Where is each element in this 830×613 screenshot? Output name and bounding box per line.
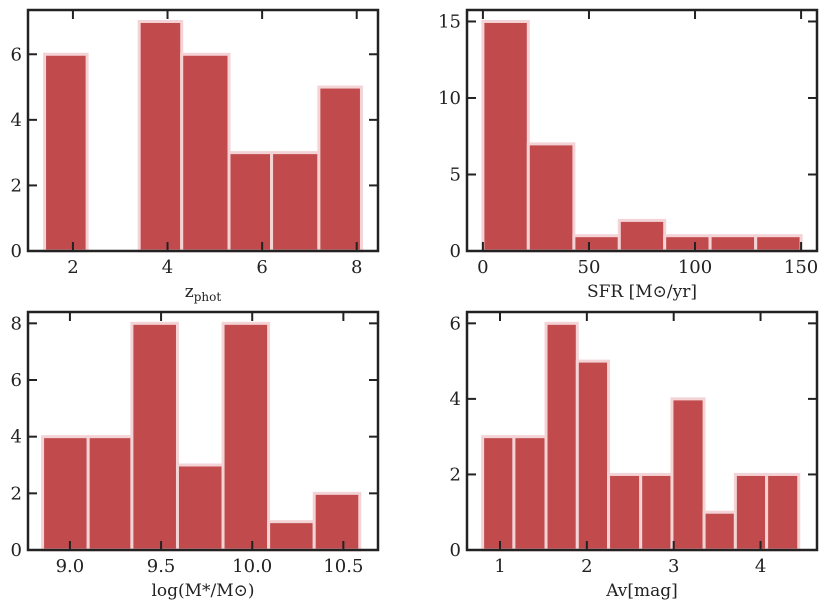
y-tick-label-mass-4: 8 bbox=[11, 313, 22, 334]
x-axis-label-av: Av[mag] bbox=[605, 581, 678, 601]
y-tick-label-sfr-2: 10 bbox=[438, 88, 461, 109]
y-tick-label-av-3: 6 bbox=[450, 313, 461, 334]
x-tick-label-av-3: 4 bbox=[755, 556, 766, 577]
x-tick-label-sfr-1: 50 bbox=[578, 257, 601, 278]
bar-av-5 bbox=[639, 472, 674, 552]
y-tick-label-mass-2: 4 bbox=[11, 427, 22, 448]
bar-sfr-2 bbox=[572, 234, 621, 253]
panel-stellar-mass: 9.0 9.5 10.0 10.5 0 2 4 6 8 log(M*/M⊙) bbox=[11, 310, 380, 601]
bar-sfr-0 bbox=[481, 19, 530, 253]
x-tick-label-sfr-2: 100 bbox=[678, 257, 712, 278]
x-tick-label-zphot-2: 6 bbox=[256, 257, 267, 278]
bar-av-3 bbox=[575, 359, 611, 552]
bar-av-7 bbox=[702, 510, 737, 552]
bar-zphot-5 bbox=[270, 151, 321, 253]
y-tick-label-zphot-0: 0 bbox=[11, 241, 22, 262]
bar-mass-2 bbox=[130, 321, 179, 552]
x-tick-label-sfr-3: 150 bbox=[784, 257, 818, 278]
bar-sfr-5 bbox=[708, 234, 758, 253]
x-tick-label-zphot-0: 2 bbox=[67, 257, 78, 278]
bar-mass-6 bbox=[312, 491, 362, 552]
x-tick-label-mass-1: 9.5 bbox=[147, 556, 176, 577]
bar-zphot-3 bbox=[180, 52, 231, 253]
y-tick-label-mass-3: 6 bbox=[11, 370, 22, 391]
y-tick-label-mass-1: 2 bbox=[11, 483, 22, 504]
axes-frame-zphot bbox=[26, 8, 380, 253]
bar-sfr-4 bbox=[663, 234, 712, 253]
bar-zphot-2 bbox=[137, 19, 184, 253]
panel-sfr: 0 50 100 150 0 5 10 15 SFR [M⊙/yr] bbox=[438, 8, 819, 302]
y-tick-label-zphot-1: 2 bbox=[11, 175, 22, 196]
panel-zphot: 2 4 6 8 0 2 4 6 zphot bbox=[11, 8, 380, 304]
bar-zphot-6 bbox=[317, 85, 363, 253]
y-tick-label-zphot-2: 4 bbox=[11, 110, 22, 131]
axes-frame-sfr bbox=[465, 8, 819, 253]
x-tick-label-zphot-1: 4 bbox=[162, 257, 173, 278]
x-tick-label-mass-3: 10.5 bbox=[323, 556, 363, 577]
y-tick-label-mass-0: 0 bbox=[11, 540, 22, 561]
y-tick-label-av-1: 2 bbox=[450, 464, 461, 485]
bar-mass-3 bbox=[175, 463, 225, 552]
y-tick-label-sfr-0: 0 bbox=[450, 241, 461, 262]
axes-frame-mass bbox=[26, 310, 380, 552]
y-tick-label-av-2: 4 bbox=[450, 389, 461, 410]
bar-av-9 bbox=[765, 472, 801, 552]
bar-av-4 bbox=[607, 472, 643, 552]
bar-zphot-4 bbox=[227, 151, 274, 253]
bar-av-8 bbox=[733, 472, 769, 552]
bar-av-0 bbox=[481, 435, 516, 552]
x-axis-label-mass: log(M*/M⊙) bbox=[151, 581, 254, 601]
bar-av-1 bbox=[512, 435, 548, 552]
bar-mass-4 bbox=[221, 321, 271, 552]
y-tick-label-sfr-1: 5 bbox=[450, 164, 461, 185]
bar-av-2 bbox=[544, 321, 579, 552]
x-tick-label-mass-2: 10.0 bbox=[232, 556, 272, 577]
y-tick-label-av-0: 0 bbox=[450, 540, 461, 561]
bar-av-6 bbox=[670, 397, 706, 552]
x-tick-label-av-1: 2 bbox=[581, 556, 592, 577]
x-tick-label-av-2: 3 bbox=[668, 556, 679, 577]
bar-sfr-6 bbox=[754, 234, 803, 253]
bar-zphot-0 bbox=[43, 52, 89, 253]
x-tick-label-av-0: 1 bbox=[494, 556, 505, 577]
x-tick-label-mass-0: 9.0 bbox=[56, 556, 85, 577]
x-tick-label-sfr-0: 0 bbox=[477, 257, 488, 278]
axes-frame-av bbox=[465, 310, 819, 552]
bar-mass-1 bbox=[86, 435, 134, 552]
y-tick-label-sfr-3: 15 bbox=[438, 11, 461, 32]
bar-sfr-3 bbox=[617, 218, 667, 253]
x-tick-label-zphot-3: 8 bbox=[351, 257, 362, 278]
bar-mass-0 bbox=[41, 435, 90, 552]
bar-sfr-1 bbox=[526, 142, 576, 253]
x-axis-label-zphot: zphot bbox=[185, 282, 222, 304]
panel-av: 1 2 3 4 0 2 4 6 Av[mag] bbox=[450, 310, 819, 601]
x-axis-label-sfr: SFR [M⊙/yr] bbox=[587, 282, 697, 302]
y-tick-label-zphot-3: 6 bbox=[11, 44, 22, 65]
bar-mass-5 bbox=[267, 520, 316, 552]
